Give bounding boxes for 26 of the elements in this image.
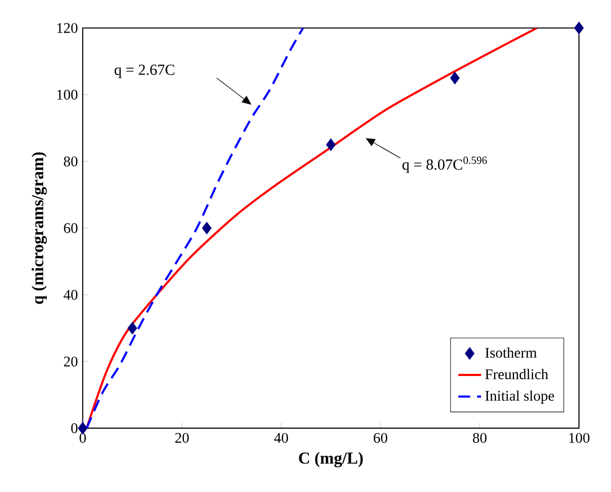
point bbox=[450, 72, 460, 84]
annotation: q = 8.07C$^{0.596}$ bbox=[402, 156, 487, 173]
x-tick-label: 60 bbox=[374, 432, 388, 443]
x-tick-label: 100 bbox=[569, 432, 590, 443]
annotation: q = 2.67C bbox=[114, 64, 174, 78]
y-axis-title: q (micrograms/gram) bbox=[32, 152, 47, 304]
legend-label: Isotherm bbox=[485, 347, 537, 358]
y-tick-label: 0 bbox=[71, 423, 78, 434]
point bbox=[128, 322, 138, 334]
x-tick-label: 40 bbox=[274, 432, 288, 443]
y-tick-label: 100 bbox=[57, 90, 78, 100]
point bbox=[574, 22, 584, 34]
y-tick-label: 120 bbox=[57, 22, 78, 33]
y-tick-label: 20 bbox=[64, 356, 78, 366]
legend-label: Initial slope bbox=[485, 390, 554, 404]
x-tick-label: 80 bbox=[472, 432, 486, 443]
y-tick-label: 40 bbox=[64, 290, 78, 300]
x-axis-title: C (mg/L) bbox=[299, 452, 363, 468]
point bbox=[78, 422, 88, 434]
point bbox=[326, 138, 336, 151]
point bbox=[202, 222, 212, 234]
y-tick-label: 60 bbox=[64, 223, 78, 233]
legend-label: Freundlich bbox=[485, 368, 548, 380]
y-tick-label: 80 bbox=[64, 156, 78, 166]
x-tick-label: 0 bbox=[80, 432, 86, 443]
x-tick-label: 20 bbox=[175, 432, 189, 443]
